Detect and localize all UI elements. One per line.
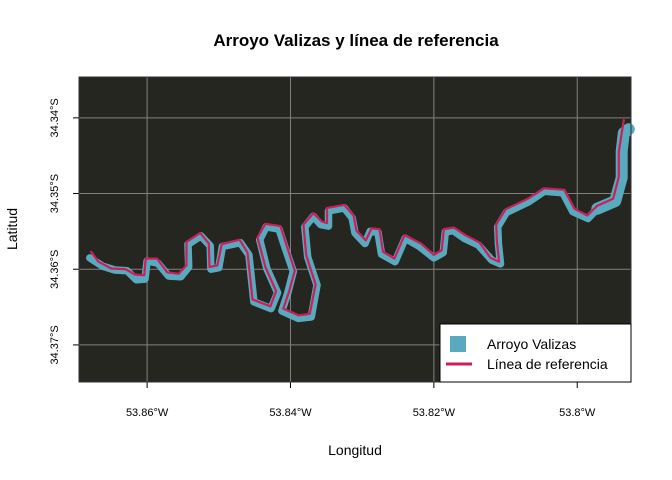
y-tick-label-3: 34.37°S [49,325,61,364]
legend-box [439,323,632,383]
y-tick-label-2: 34.36°S [49,250,61,289]
reference-line [90,119,625,317]
panel-border [78,76,632,383]
y-axis-ticks: 34.34°S 34.35°S 34.36°S 34.37°S [49,98,79,365]
x-tick-label-2: 53.82°W [413,407,456,419]
x-axis-ticks: 53.86°W 53.84°W 53.82°W 53.8°W [126,382,596,419]
legend-label-reference-line: Línea de referencia [487,356,608,372]
y-axis-label: Latitud [4,208,20,250]
x-tick-label-0: 53.86°W [126,407,169,419]
river-arroyo-valizas [86,125,633,323]
legend-swatch-river [450,336,466,352]
map-layers [86,119,635,323]
y-tick-label-1: 34.35°S [49,174,61,213]
legend: Arroyo Valizas Línea de referencia [439,323,632,383]
x-axis-label: Longitud [328,442,382,458]
x-tick-label-3: 53.8°W [559,407,596,419]
map-title: Arroyo Valizas y línea de referencia [213,31,499,50]
y-tick-label-0: 34.34°S [49,98,61,137]
legend-label-river: Arroyo Valizas [487,336,576,352]
x-tick-label-1: 53.84°W [269,407,312,419]
river-arroyo-valizas-mouth [591,123,635,215]
